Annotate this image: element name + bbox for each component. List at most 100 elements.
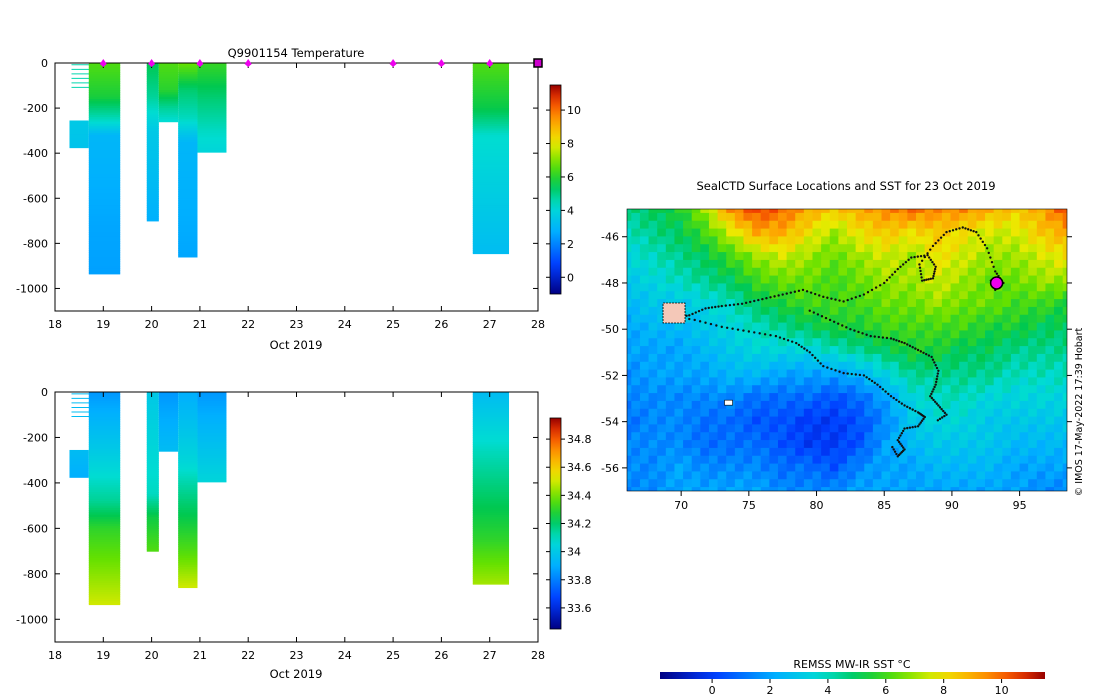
profile-cell	[472, 90, 510, 93]
sst-cell	[760, 463, 771, 473]
sst-cell	[752, 220, 762, 230]
profile-cell	[158, 419, 179, 423]
profile-cell	[197, 76, 227, 80]
profile-cell	[146, 439, 159, 443]
sst-cell	[941, 346, 952, 355]
sst-cell	[717, 353, 728, 363]
sst-cell	[829, 314, 840, 324]
sst-cell	[700, 252, 710, 261]
sst-cell	[1028, 338, 1038, 347]
sst-cell	[1036, 346, 1047, 355]
sst-cell	[777, 385, 788, 394]
sst-cell	[803, 471, 814, 481]
y-tick-label: -800	[23, 568, 48, 581]
sst-cell	[627, 424, 633, 434]
sst-cell	[872, 275, 883, 285]
profile-cell	[158, 96, 179, 100]
sst-cell	[691, 361, 702, 371]
sst-cell	[708, 447, 719, 457]
profile-cell	[88, 223, 121, 226]
sst-cell	[795, 487, 805, 491]
sst-cell	[864, 393, 874, 402]
sst-cell	[1002, 393, 1012, 402]
track-point	[797, 289, 801, 293]
sst-cell	[708, 408, 719, 418]
sst-cell	[985, 393, 995, 402]
profile-cell	[178, 457, 198, 461]
sst-cell	[950, 400, 960, 410]
sst-cell	[657, 393, 667, 402]
sst-cell	[700, 377, 710, 387]
sst-cell	[1054, 424, 1064, 434]
profile-cell	[178, 473, 198, 477]
sst-cell	[1045, 346, 1055, 355]
profile-cell	[158, 423, 179, 427]
sst-cell	[950, 487, 960, 491]
track-point	[958, 227, 961, 230]
x-tick-label: 25	[386, 318, 400, 331]
sst-cell	[717, 228, 728, 238]
sst-cell	[691, 353, 702, 363]
colorbar-tick-label: 34.8	[567, 433, 592, 446]
sst-cell	[976, 346, 986, 355]
sst-cell	[829, 291, 840, 300]
track-point	[769, 296, 772, 299]
sst-cell	[674, 283, 684, 293]
sst-cell	[838, 393, 848, 402]
sst-cell	[907, 463, 917, 473]
track-point	[985, 247, 989, 250]
sst-cell	[872, 314, 883, 324]
sst-cell	[803, 440, 814, 449]
profile-cell	[88, 268, 121, 272]
sst-cell	[700, 259, 710, 269]
profile-cell	[197, 126, 227, 129]
sst-cell	[881, 385, 891, 394]
sst-cell	[838, 306, 848, 316]
sst-cell	[1036, 212, 1047, 222]
sst-cell	[872, 267, 883, 277]
temperature-xlabel: Oct 2019	[270, 338, 323, 352]
y-tick-label: -200	[23, 102, 48, 115]
sst-cell	[786, 252, 797, 261]
sst-cell	[743, 463, 753, 473]
profile-cell	[158, 421, 179, 425]
sst-cell	[993, 346, 1004, 355]
sst-cell	[769, 440, 779, 449]
sst-cell	[1054, 479, 1064, 488]
profile-cell	[178, 503, 198, 507]
profile-cell	[472, 505, 510, 509]
profile-cell	[178, 218, 198, 222]
sst-cell	[657, 447, 667, 457]
sst-cell	[812, 447, 822, 457]
sst-cell	[743, 471, 753, 481]
sst-cell	[691, 244, 702, 253]
profile-cell	[197, 392, 227, 395]
sst-cell	[872, 291, 883, 300]
sst-cell	[1010, 209, 1021, 214]
sst-cell	[777, 487, 788, 491]
sst-colorbar-tick-label: 8	[940, 684, 947, 697]
sst-cell	[941, 377, 952, 387]
sst-field	[627, 209, 1067, 491]
sst-cell	[691, 447, 702, 457]
profile-cell	[146, 83, 159, 87]
sst-cell	[985, 267, 995, 277]
profile-cell	[178, 398, 198, 402]
sst-cell	[752, 314, 762, 324]
sst-cell	[683, 471, 693, 481]
sst-cell	[941, 408, 952, 418]
x-tick-label: 18	[48, 649, 62, 662]
profile-cell	[88, 78, 121, 82]
track-point	[793, 290, 797, 293]
sst-cell	[648, 353, 658, 363]
sst-cell	[864, 209, 874, 214]
sst-cell	[769, 385, 779, 394]
sst-cell	[786, 377, 797, 387]
sst-cell	[812, 424, 822, 434]
track-point	[801, 288, 805, 292]
profile-cell	[178, 189, 198, 193]
sst-cell	[1045, 259, 1055, 269]
sst-cell	[734, 479, 745, 488]
sst-cell	[821, 408, 831, 418]
sst-cell	[700, 361, 710, 371]
